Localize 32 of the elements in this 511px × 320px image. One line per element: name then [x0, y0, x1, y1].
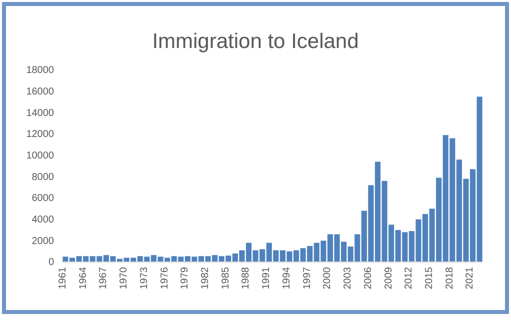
x-tick-label: 1991 [261, 266, 272, 290]
x-tick-label: 2003 [342, 266, 354, 290]
x-tick-label: 2006 [362, 266, 374, 290]
x-tick-label: 2021 [464, 266, 476, 290]
x-tick-label: 2000 [322, 266, 334, 290]
x-tick-label: 1982 [200, 266, 212, 290]
y-tick-label: 12000 [26, 129, 54, 140]
x-tick-label: 2015 [424, 266, 436, 290]
y-tick-label: 16000 [26, 86, 54, 98]
x-tick-label: 1967 [98, 266, 110, 290]
chart-title: Immigration to Iceland [152, 30, 359, 53]
x-tick-label: 1976 [159, 266, 170, 290]
x-tick-label: 1988 [240, 266, 252, 290]
y-tick-label: 4000 [32, 214, 54, 226]
x-tick-label: 2018 [444, 266, 456, 290]
y-tick-label: 8000 [32, 172, 54, 183]
y-tick-label: 10000 [26, 150, 54, 162]
x-tick-label: 1961 [57, 266, 68, 290]
x-tick-label: 1979 [180, 266, 191, 290]
y-tick-label: 0 [48, 257, 54, 268]
x-tick-label: 1997 [302, 266, 313, 290]
y-tick-label: 14000 [26, 108, 54, 119]
y-tick-label: 18000 [26, 65, 54, 76]
x-tick-label: 1994 [281, 266, 292, 290]
y-tick-label: 2000 [32, 236, 54, 247]
x-tick-label: 1964 [78, 266, 89, 290]
x-tick-label: 2012 [404, 266, 415, 290]
x-tick-label: 1985 [220, 266, 232, 290]
x-tick-label: 1973 [138, 266, 150, 290]
x-tick-label: 2009 [383, 266, 394, 290]
y-tick-label: 6000 [32, 193, 54, 204]
x-tick-label: 1970 [118, 266, 130, 290]
